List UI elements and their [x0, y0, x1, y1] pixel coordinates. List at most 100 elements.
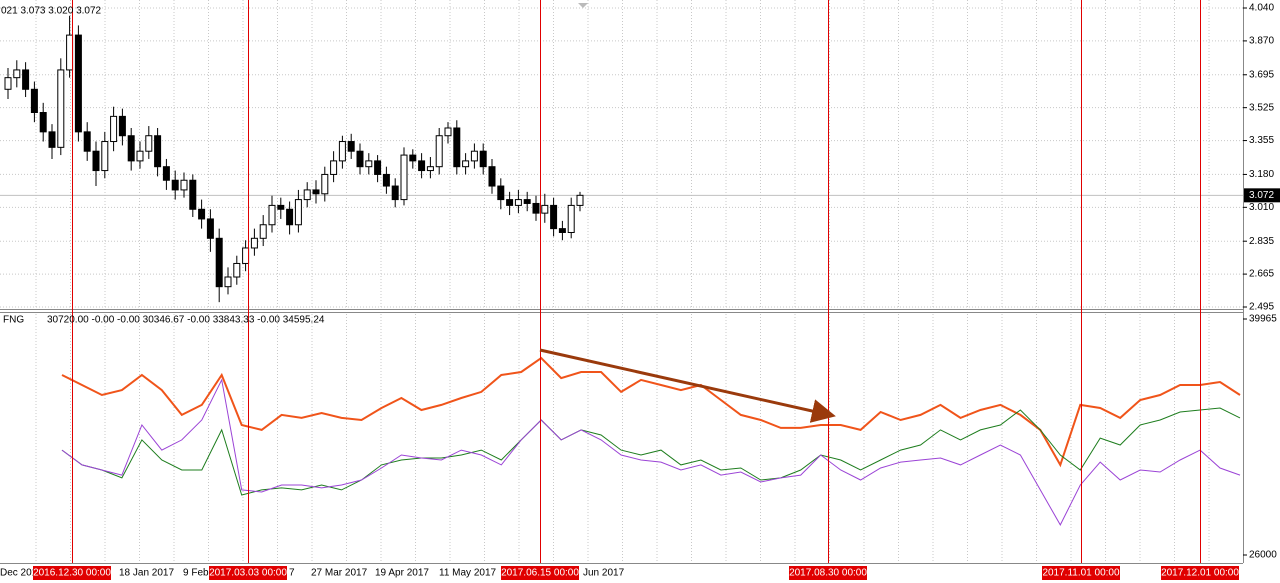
- marker-label-box: [33, 566, 111, 580]
- candle-body: [118, 115, 126, 137]
- y-tick-label: 3.010: [1249, 202, 1274, 213]
- time-label: 18 Jan 2017: [119, 568, 174, 579]
- candle-body: [506, 199, 514, 206]
- y-tick-label: 2.665: [1249, 269, 1274, 280]
- candle-body: [171, 179, 179, 191]
- candle-body: [162, 166, 170, 181]
- chart-shift-marker: [578, 3, 588, 8]
- time-label: 19 Apr 2017: [375, 568, 429, 579]
- candle-body: [110, 115, 118, 143]
- candle-body: [66, 34, 74, 71]
- candle-body: [532, 202, 540, 214]
- candle-body: [453, 127, 461, 168]
- candle-body: [206, 218, 214, 239]
- candle-body: [250, 237, 258, 249]
- candle-body: [347, 141, 355, 152]
- candle-body: [83, 131, 91, 152]
- candle-body: [330, 160, 338, 175]
- candle-body: [550, 204, 558, 230]
- candle-body: [13, 69, 21, 79]
- candle-body: [294, 199, 302, 226]
- marker-label-box: [1161, 566, 1239, 580]
- candle-body: [39, 112, 47, 133]
- candle-body: [409, 154, 417, 162]
- y-tick-label: 3.355: [1249, 135, 1274, 146]
- candle-body: [356, 150, 364, 168]
- candle-body: [198, 208, 206, 220]
- candle-body: [259, 224, 267, 239]
- candle-body: [576, 194, 584, 206]
- candle-body: [303, 189, 311, 201]
- y-tick-label: 3.695: [1249, 69, 1274, 80]
- candle-body: [74, 34, 82, 133]
- candle-body: [426, 166, 434, 172]
- marker-label-box: [1042, 566, 1120, 580]
- plot-area: [0, 0, 1243, 563]
- candle-body: [479, 150, 487, 168]
- marker-label: 2017.03.03 00:00: [209, 568, 287, 579]
- candle-body: [374, 160, 382, 175]
- marker-label: 2016.12.30 00:00: [33, 568, 111, 579]
- indicator-line: [61, 407, 1241, 496]
- y-tick-label: 26000: [1249, 550, 1277, 561]
- candle-body: [312, 189, 320, 195]
- time-label: 7: [289, 568, 295, 579]
- candle-body: [321, 173, 329, 195]
- marker-label-box: [789, 566, 867, 580]
- indicator-line: [61, 356, 1241, 468]
- indicator-name: FNG: [3, 315, 24, 326]
- candle-body: [523, 199, 531, 204]
- marker-label: 2017.11.01 00:00: [1042, 568, 1120, 579]
- marker-label: 2017.08.30 00:00: [789, 568, 867, 579]
- y-tick-label: 2.835: [1249, 236, 1274, 247]
- marker-label-box: [209, 566, 287, 580]
- candle-body: [233, 262, 241, 278]
- indicator-line: [61, 378, 1241, 526]
- candle-body: [497, 185, 505, 201]
- y-tick-label: 4.040: [1249, 3, 1274, 14]
- candle-body: [30, 88, 38, 114]
- candle-body: [268, 204, 276, 226]
- candle-body: [488, 166, 496, 187]
- y-tick-label: 39965: [1249, 314, 1277, 325]
- candle-body: [382, 173, 390, 187]
- candle-body: [215, 237, 223, 288]
- candle-body: [48, 131, 56, 148]
- marker-label: 2017.06.15 00:00: [501, 568, 579, 579]
- price-header: 021 3.073 3.020 3.072: [1, 6, 102, 17]
- y-tick-label: 3.180: [1249, 169, 1274, 180]
- last-price-box: [1244, 188, 1280, 203]
- time-label: Dec 201: [0, 568, 38, 579]
- candle-body: [4, 77, 12, 90]
- y-tick-label: 3.870: [1249, 36, 1274, 47]
- indicator-values: 30720.00 -0.00 -0.00 30346.67 -0.00 3384…: [47, 315, 325, 326]
- candle-body: [242, 247, 250, 264]
- candle-body: [189, 179, 197, 210]
- marker-label-box: [501, 566, 579, 580]
- candle-body: [101, 141, 109, 172]
- candle-body: [558, 228, 566, 233]
- last-price-label: 3.072: [1249, 190, 1274, 201]
- candle-body: [92, 150, 100, 172]
- time-label: 11 May 2017: [439, 568, 497, 579]
- candle-body: [338, 141, 346, 162]
- candle-body: [462, 160, 470, 168]
- candle-body: [470, 150, 478, 162]
- candle-body: [154, 135, 162, 168]
- candle-body: [567, 204, 575, 233]
- y-tick-label: 3.525: [1249, 102, 1274, 113]
- candle-body: [136, 150, 144, 162]
- candle-body: [400, 154, 408, 201]
- candle-body: [444, 127, 452, 137]
- candle-body: [541, 204, 549, 214]
- y-tick-label: 2.495: [1249, 302, 1274, 313]
- marker-label: 2017.12.01 00:00: [1161, 568, 1239, 579]
- time-label: Jun 2017: [583, 568, 625, 579]
- candle-body: [277, 204, 285, 210]
- candle-body: [22, 69, 30, 90]
- candle-body: [180, 179, 188, 191]
- candle-body: [224, 276, 232, 288]
- time-label: 9 Feb: [183, 568, 209, 579]
